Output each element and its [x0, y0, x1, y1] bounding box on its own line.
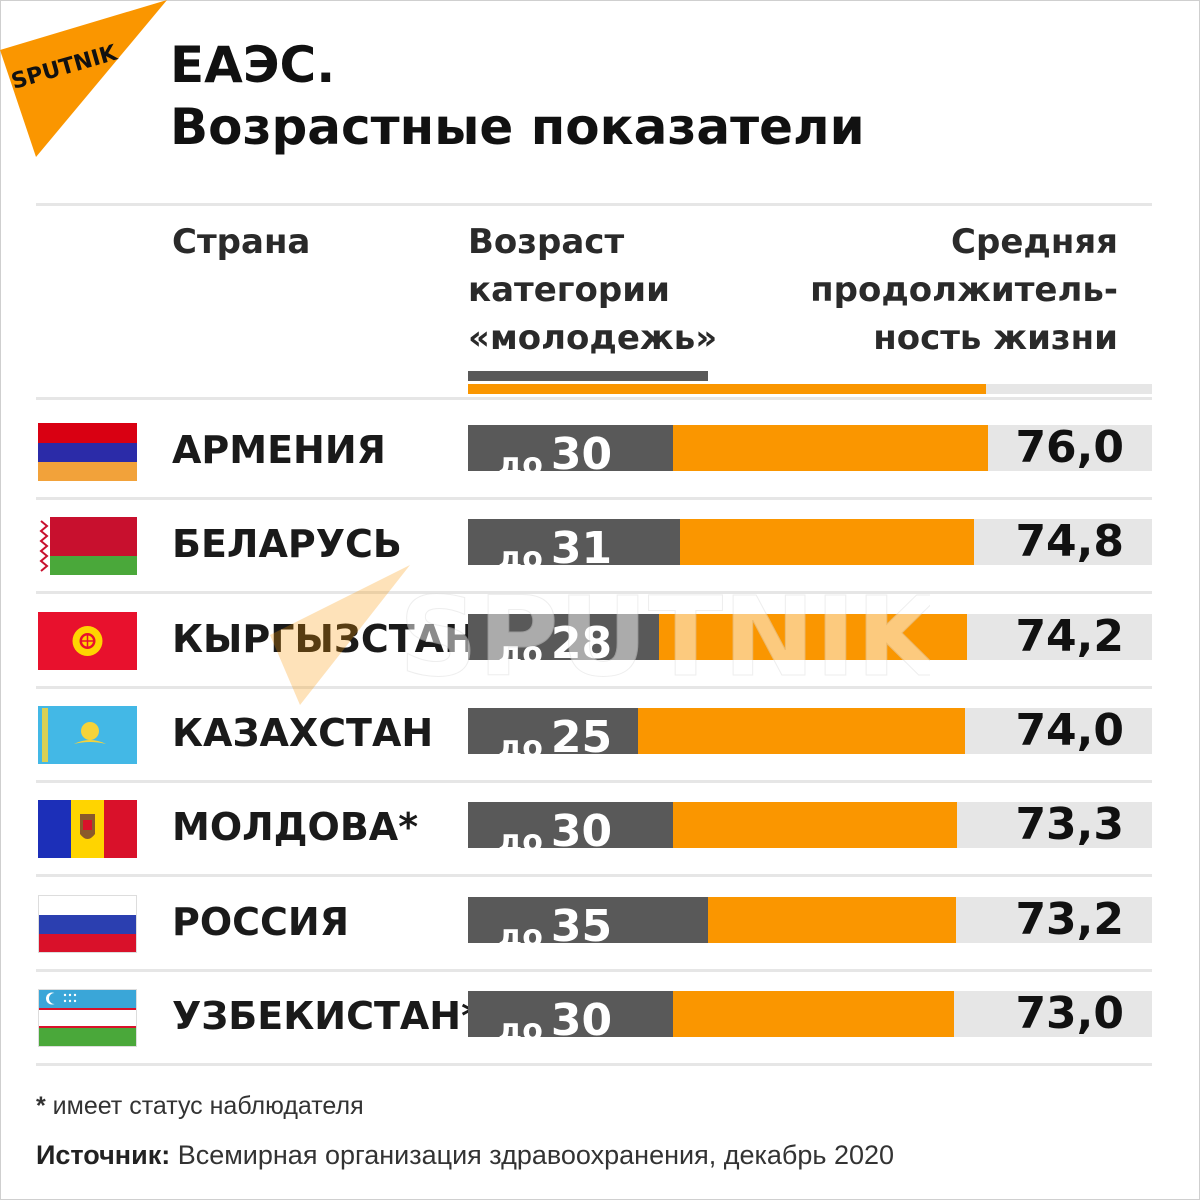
- youth-age-value: 30: [550, 994, 613, 1046]
- youth-age-prefix: до: [498, 447, 543, 482]
- youth-age-prefix: до: [498, 1012, 543, 1048]
- row-divider: [36, 968, 1152, 972]
- bar-track: до 25 74,0: [468, 705, 1152, 765]
- bar-track: до 31 74,8: [468, 516, 1152, 576]
- page-title: ЕАЭС. Возрастные показатели: [170, 34, 865, 158]
- belarus-flag: [38, 517, 137, 576]
- legend-track-swatch: [986, 384, 1152, 394]
- russia-flag: [38, 894, 137, 953]
- youth-age-bar: [468, 425, 673, 471]
- table-top-rule: [36, 397, 1152, 400]
- country-name: БЕЛАРУСЬ: [172, 522, 402, 567]
- youth-age-label: до 31: [498, 519, 612, 576]
- table-row: МОЛДОВА* до 30 73,3: [0, 780, 1200, 878]
- life-expectancy-value: 73,3: [1015, 799, 1124, 851]
- table-row: КАЗАХСТАН до 25 74,0: [0, 686, 1200, 783]
- bar-track: до 30 76,0: [468, 422, 1152, 482]
- youth-age-value: 28: [550, 617, 613, 669]
- youth-age-prefix: до: [498, 541, 543, 577]
- country-name: КЫРГЫЗСТАН: [172, 616, 476, 661]
- table-row: РОССИЯ до 35 73,2: [0, 875, 1200, 972]
- country-name: КАЗАХСТАН: [172, 710, 434, 755]
- youth-age-prefix: до: [498, 635, 543, 671]
- header-country: Страна: [172, 222, 311, 262]
- uzbekistan-flag: [38, 988, 137, 1047]
- youth-age-label: до 35: [498, 897, 612, 954]
- legend-youth-swatch: [468, 371, 708, 381]
- title-line-1: ЕАЭС.: [170, 36, 336, 94]
- life-expectancy-value: 73,0: [1015, 987, 1124, 1039]
- bar-track: до 28 74,2: [468, 611, 1152, 671]
- row-divider: [36, 874, 1152, 878]
- youth-age-bar: [468, 896, 708, 943]
- youth-age-prefix: до: [498, 824, 543, 860]
- youth-age-bar: [468, 613, 659, 660]
- table-row: БЕЛАРУСЬ до 31 74,8: [0, 497, 1200, 595]
- legend-life-swatch: [468, 384, 986, 394]
- table-row: УЗБЕКИСТАН* до 30 73,0: [0, 969, 1200, 1066]
- armenia-flag: [38, 423, 137, 481]
- header-rule: [36, 203, 1152, 206]
- row-divider: [36, 685, 1152, 689]
- bar-track: до 30 73,0: [468, 988, 1152, 1048]
- youth-age-value: 30: [550, 806, 613, 858]
- life-expectancy-value: 73,2: [1015, 893, 1124, 945]
- row-divider: [36, 591, 1152, 595]
- sputnik-logo: SPUTNIK: [0, 0, 167, 157]
- youth-age-value: 35: [550, 900, 613, 952]
- youth-age-label: до 30: [498, 425, 612, 482]
- youth-age-value: 30: [550, 429, 613, 480]
- header-life-expectancy: Средняя продолжитель- ность жизни: [810, 222, 1118, 358]
- country-name: АРМЕНИЯ: [172, 428, 386, 472]
- youth-age-prefix: до: [498, 918, 543, 954]
- youth-age-label: до 30: [498, 991, 612, 1048]
- table-row: КЫРГЫЗСТАН до 28 74,2: [0, 592, 1200, 689]
- youth-age-value: 31: [550, 523, 613, 575]
- youth-age-label: до 25: [498, 708, 612, 765]
- life-expectancy-value: 74,0: [1015, 704, 1124, 756]
- row-divider: [36, 779, 1152, 783]
- header-youth-age: Возраст категории «молодежь»: [468, 222, 718, 358]
- country-name: МОЛДОВА*: [172, 805, 419, 850]
- youth-age-prefix: до: [498, 729, 543, 765]
- youth-age-bar: [468, 990, 673, 1037]
- youth-age-value: 25: [550, 711, 613, 763]
- table-row: АРМЕНИЯ до 30 76,0: [0, 403, 1200, 500]
- youth-age-bar: [468, 802, 673, 849]
- life-expectancy-value: 74,8: [1015, 516, 1124, 568]
- source-note: Источник: Всемирная организация здравоох…: [36, 1140, 895, 1170]
- title-line-2: Возрастные показатели: [170, 98, 865, 156]
- youth-age-label: до 30: [498, 802, 612, 859]
- country-name: УЗБЕКИСТАН*: [172, 993, 481, 1038]
- footnote: * имеет статус наблюдателя: [36, 1092, 364, 1120]
- kyrgyzstan-flag: [38, 611, 137, 670]
- bar-track: до 30 73,3: [468, 799, 1152, 859]
- youth-age-bar: [468, 519, 680, 566]
- life-expectancy-value: 74,2: [1015, 610, 1124, 662]
- bar-track: до 35 73,2: [468, 894, 1152, 954]
- row-divider: [36, 1062, 1152, 1066]
- moldova-flag: [38, 800, 137, 859]
- youth-age-label: до 28: [498, 614, 612, 671]
- country-name: РОССИЯ: [172, 899, 349, 944]
- kazakhstan-flag: [38, 705, 137, 764]
- youth-age-bar: [468, 707, 638, 754]
- row-divider: [36, 497, 1152, 500]
- life-expectancy-value: 76,0: [1015, 422, 1124, 473]
